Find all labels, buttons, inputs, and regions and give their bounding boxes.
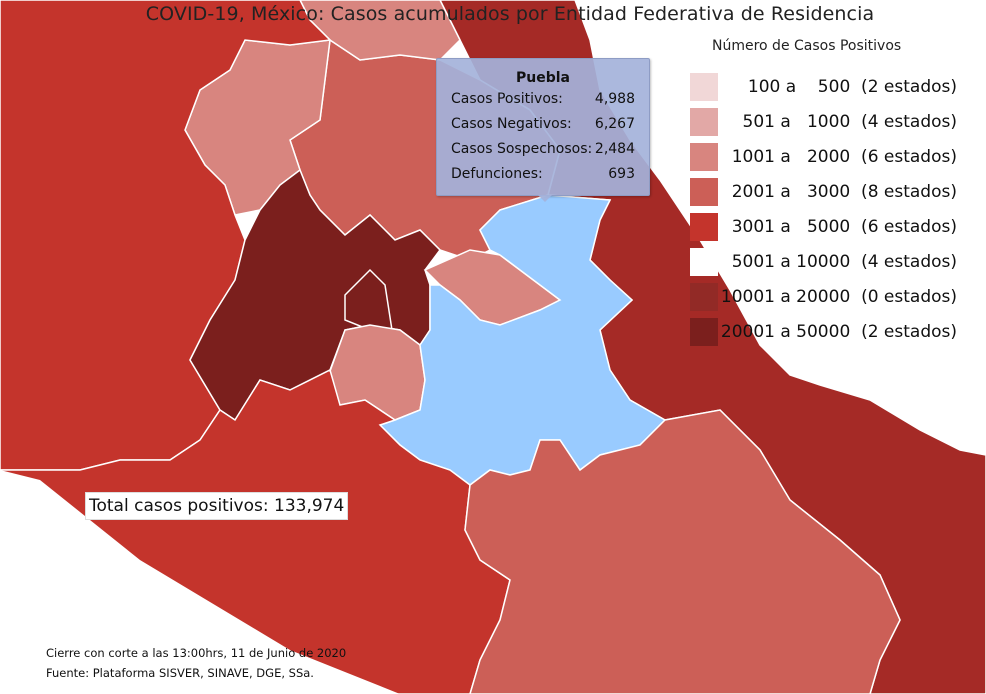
legend-label: 20001 a 50000 (2 estados)	[720, 322, 957, 342]
tooltip-row: Casos Negativos: 6,267	[437, 111, 649, 136]
legend-swatch	[690, 108, 718, 136]
legend-swatch	[690, 248, 718, 276]
legend-item[interactable]: 100 a 500 (2 estados)	[690, 70, 970, 105]
legend-swatch	[690, 73, 718, 101]
legend-swatch	[690, 213, 718, 241]
tooltip-value: 6,267	[594, 116, 635, 132]
legend-label: 2001 a 3000 (8 estados)	[731, 182, 957, 202]
legend-item[interactable]: 10001 a 20000 (0 estados)	[690, 280, 970, 315]
legend-label: 501 a 1000 (4 estados)	[742, 112, 957, 132]
legend-label: 5001 a 10000 (4 estados)	[731, 252, 957, 272]
tooltip-state-name: Puebla	[516, 70, 570, 86]
footer-source: Fuente: Plataforma SISVER, SINAVE, DGE, …	[46, 666, 314, 680]
tooltip-value: 693	[608, 166, 635, 182]
legend-item[interactable]: 501 a 1000 (4 estados)	[690, 105, 970, 140]
footer-cutoff: Cierre con corte a las 13:00hrs, 11 de J…	[46, 646, 347, 660]
state-tooltip: Puebla Casos Positivos: 4,988 Casos Nega…	[436, 58, 650, 202]
legend-item[interactable]: 2001 a 3000 (8 estados)	[690, 175, 970, 210]
ocean-gulf	[575, 0, 640, 60]
tooltip-label: Casos Positivos:	[451, 91, 563, 107]
legend-item[interactable]: 20001 a 50000 (2 estados)	[690, 315, 970, 350]
tooltip-value: 4,988	[594, 91, 635, 107]
tooltip-value: 2,484	[594, 141, 635, 157]
tooltip-row: Defunciones: 693	[437, 161, 649, 186]
legend-item[interactable]: 3001 a 5000 (6 estados)	[690, 210, 970, 245]
total-cases-label: Total casos positivos: 133,974	[85, 492, 349, 520]
tooltip-label: Casos Negativos:	[451, 116, 572, 132]
tooltip-row: Casos Sospechosos: 2,484	[437, 136, 649, 161]
map-title: COVID-19, México: Casos acumulados por E…	[145, 3, 875, 25]
legend-swatch	[690, 143, 718, 171]
ocean-pacific	[0, 470, 400, 694]
legend-title: Número de Casos Positivos	[712, 38, 902, 54]
legend-item[interactable]: 1001 a 2000 (6 estados)	[690, 140, 970, 175]
region-oaxaca[interactable]	[464, 409, 901, 694]
legend: 100 a 500 (2 estados) 501 a 1000 (4 esta…	[690, 70, 970, 350]
legend-label: 10001 a 20000 (0 estados)	[720, 287, 957, 307]
tooltip-row: Casos Positivos: 4,988	[437, 86, 649, 111]
tooltip-label: Casos Sospechosos:	[451, 141, 593, 157]
legend-swatch	[690, 318, 718, 346]
legend-swatch	[690, 283, 718, 311]
legend-label: 1001 a 2000 (6 estados)	[731, 147, 957, 167]
legend-item[interactable]: 5001 a 10000 (4 estados)	[690, 245, 970, 280]
legend-swatch	[690, 178, 718, 206]
legend-label: 3001 a 5000 (6 estados)	[731, 217, 957, 237]
tooltip-label: Defunciones:	[451, 166, 543, 182]
tooltip-pointer	[538, 195, 552, 202]
legend-label: 100 a 500 (2 estados)	[747, 77, 957, 97]
